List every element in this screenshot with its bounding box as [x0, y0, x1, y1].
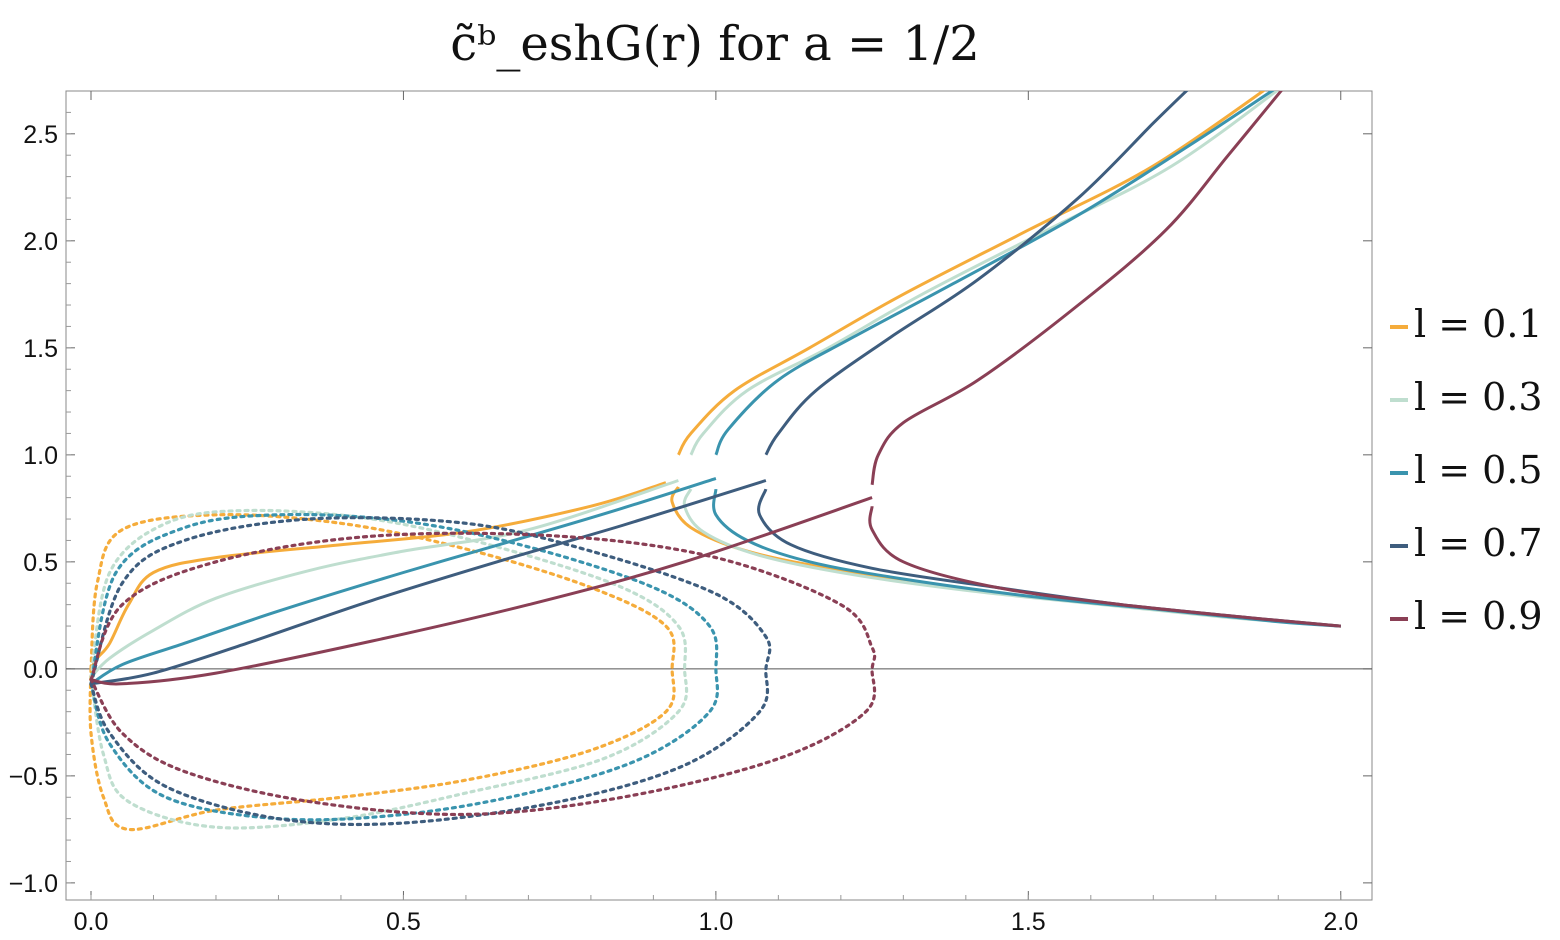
- x-tick-label: 1.0: [698, 908, 733, 936]
- series-solid-line: [90, 476, 717, 686]
- series-solid-line: [90, 479, 767, 686]
- x-tick-label: 0.5: [386, 908, 421, 936]
- series-solid-line: [670, 486, 1341, 628]
- series-solid-line: [689, 91, 1279, 456]
- series-dotted-line: [89, 516, 772, 827]
- series-solid-line: [682, 488, 1341, 628]
- x-axis: 0.0 0.5 1.0 1.5 2.0: [74, 91, 1358, 936]
- plot-frame: [65, 90, 1373, 901]
- y-tick-label: 2.0: [23, 228, 58, 256]
- series-3: [89, 91, 1341, 822]
- series-dotted-line: [89, 512, 720, 822]
- chart-title: c̃ᵇ_eshG(r) for a = 1/2: [450, 16, 980, 72]
- series-solid-line: [868, 506, 1341, 628]
- legend-label: l = 0.3: [1414, 375, 1543, 419]
- series-dotted-line: [89, 531, 877, 817]
- y-axis: −1.0 −0.5 0.0 0.5 1.0 1.5 2.0 2.5: [9, 111, 1372, 898]
- y-tick-label: −1.0: [9, 870, 58, 898]
- series-dotted-line: [89, 508, 689, 830]
- series-layer: [88, 91, 1341, 832]
- series-solid-line: [764, 91, 1189, 456]
- x-tick-label: 1.5: [1011, 908, 1046, 936]
- series-dotted-line: [88, 513, 676, 832]
- legend-label: l = 0.9: [1414, 594, 1543, 638]
- series-4: [89, 91, 1341, 827]
- y-tick-label: 0.0: [23, 656, 58, 684]
- series-solid-line: [870, 91, 1283, 486]
- legend-label: l = 0.1: [1414, 302, 1543, 346]
- series-solid-line: [90, 496, 873, 686]
- y-tick-label: 2.5: [23, 121, 58, 149]
- series-solid-line: [89, 479, 679, 679]
- y-tick-label: −0.5: [9, 763, 58, 791]
- y-tick-label: 1.5: [23, 335, 58, 363]
- series-solid-line: [677, 91, 1266, 456]
- legend-label: l = 0.7: [1414, 521, 1543, 565]
- y-tick-label: 0.5: [23, 549, 58, 577]
- series-solid-line: [757, 488, 1341, 628]
- series-5: [89, 91, 1341, 817]
- legend-label: l = 0.5: [1414, 448, 1543, 492]
- series-solid-line: [714, 91, 1275, 456]
- y-tick-label: 1.0: [23, 442, 58, 470]
- series-1: [88, 91, 1341, 832]
- x-tick-label: 2.0: [1323, 908, 1358, 936]
- legend: l = 0.1 l = 0.3 l = 0.5 l = 0.7 l = 0.9: [1390, 302, 1543, 638]
- x-tick-label: 0.0: [74, 908, 109, 936]
- series-solid-line: [89, 481, 667, 670]
- series-solid-line: [712, 488, 1341, 628]
